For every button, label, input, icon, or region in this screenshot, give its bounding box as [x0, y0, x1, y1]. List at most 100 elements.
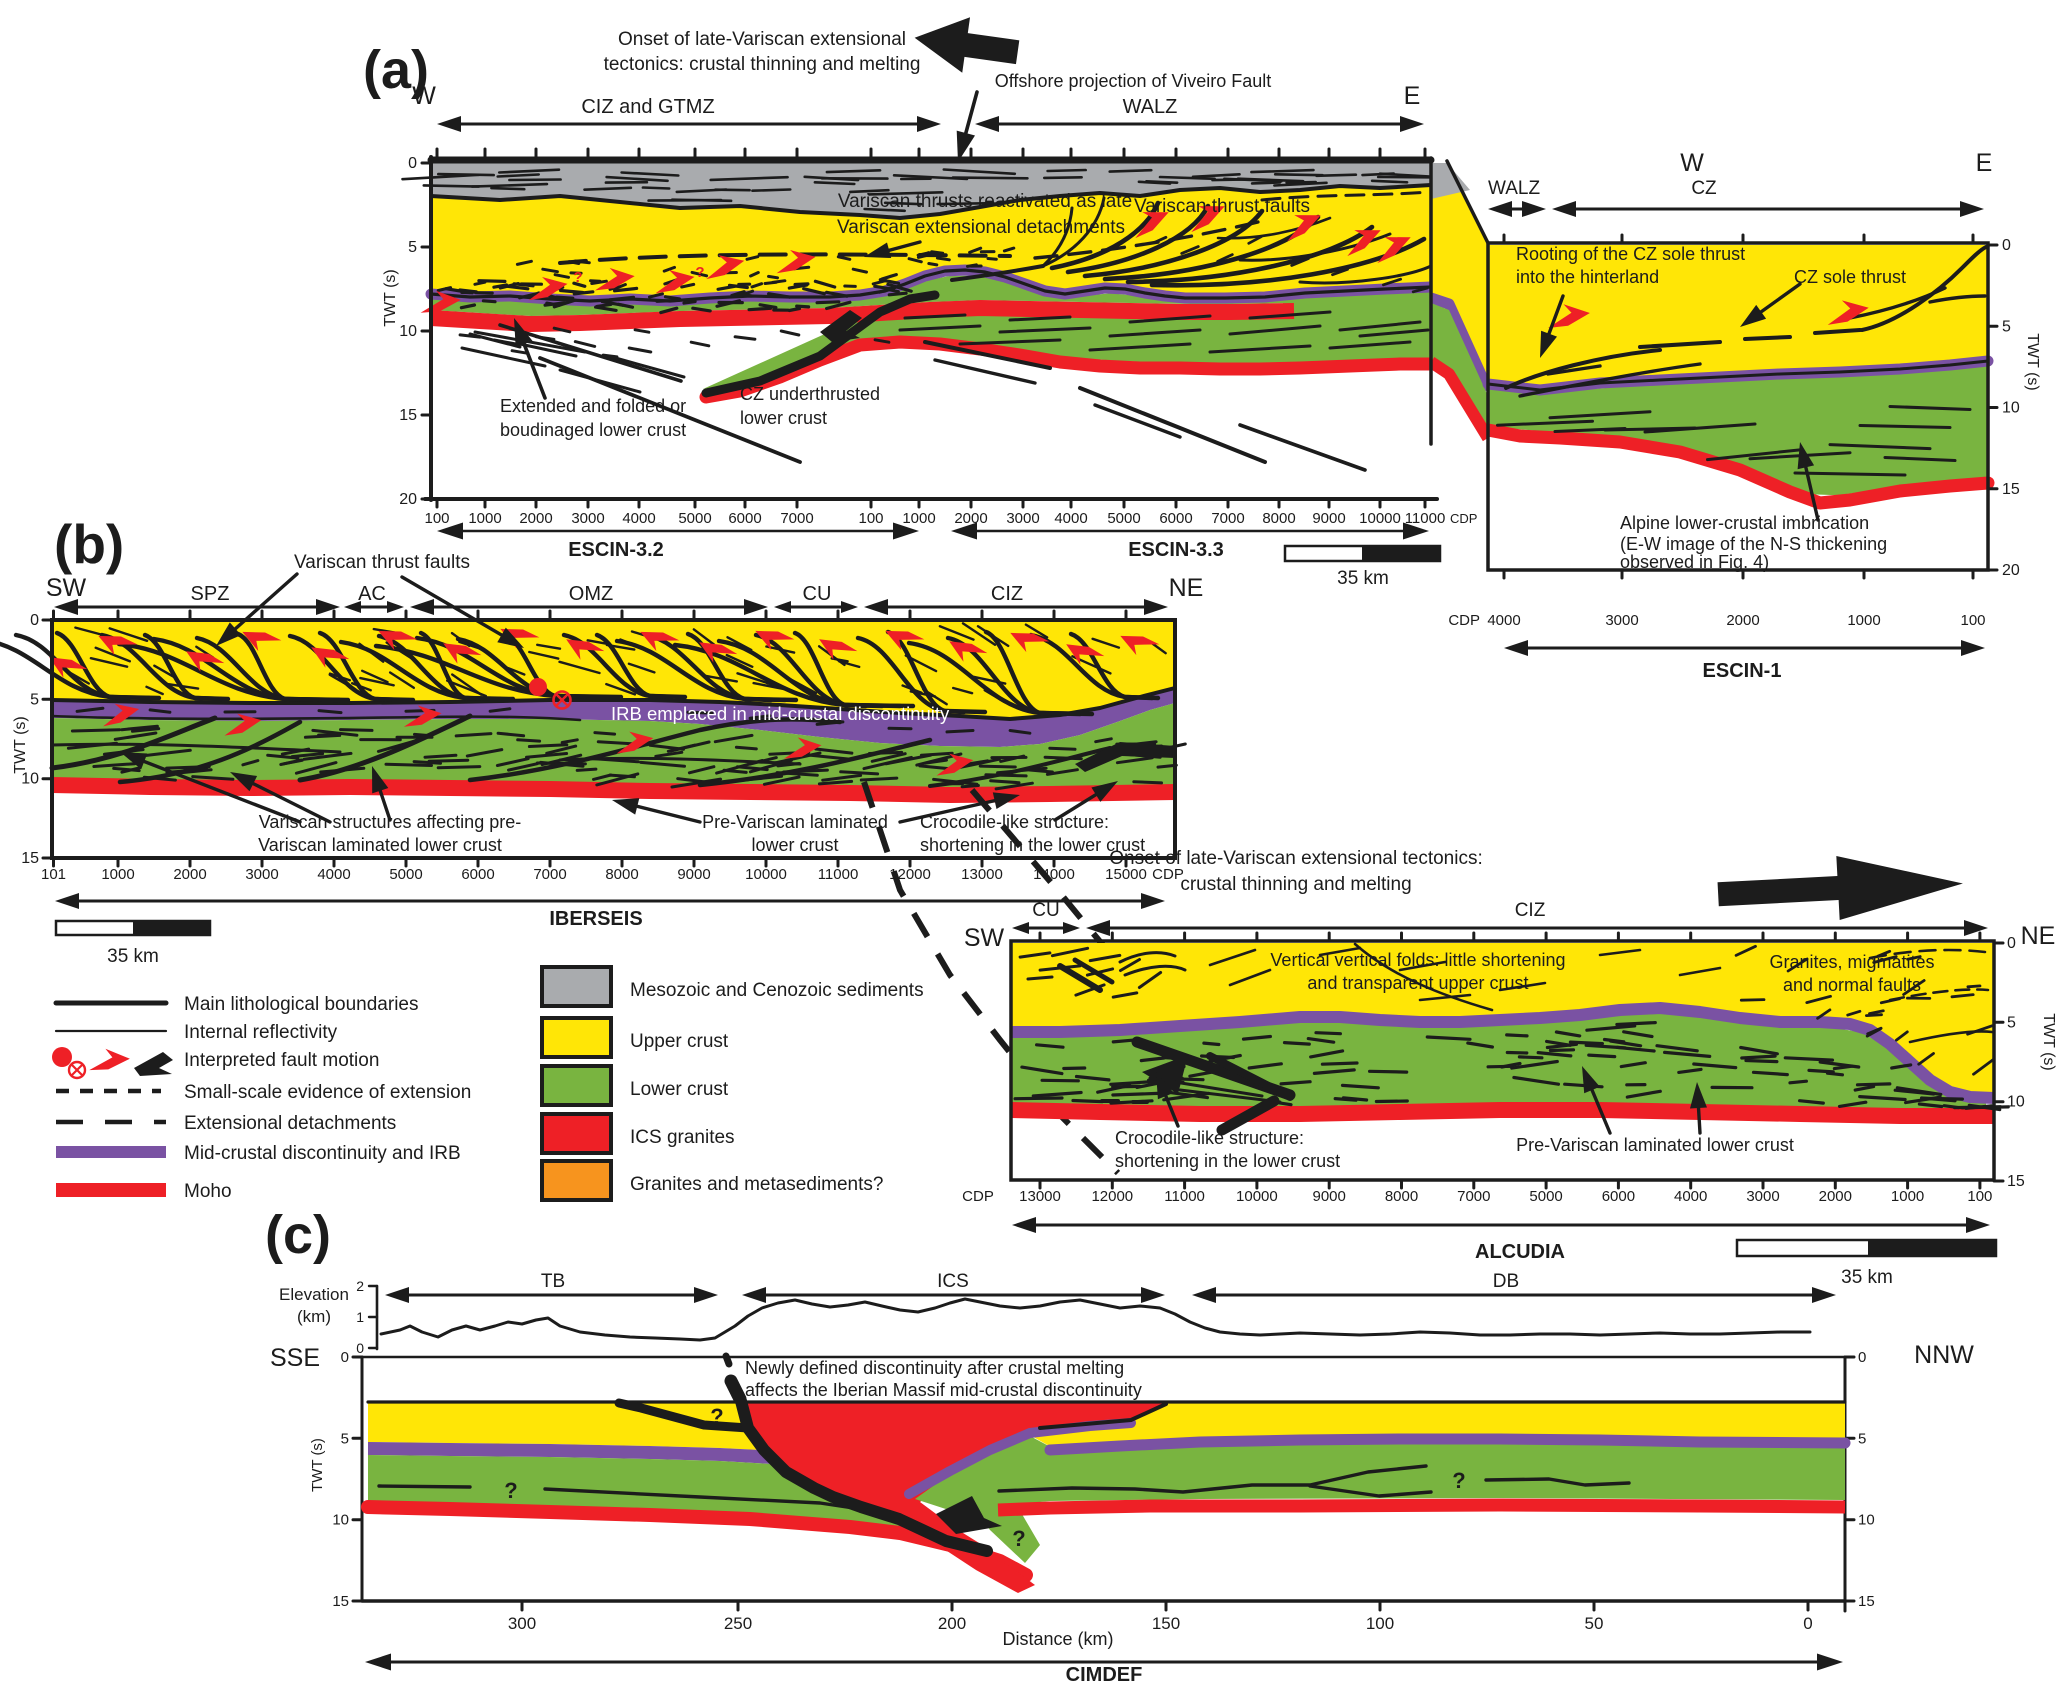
svg-text:10000: 10000	[745, 866, 787, 883]
svg-text:10: 10	[332, 1512, 349, 1529]
svg-text:Newly defined discontinuity af: Newly defined discontinuity after crusta…	[745, 1358, 1124, 1378]
svg-text:15: 15	[21, 850, 39, 867]
svg-text:TB: TB	[541, 1271, 565, 1292]
svg-text:1: 1	[356, 1309, 364, 1325]
svg-text:W: W	[412, 82, 436, 110]
svg-text:0: 0	[30, 612, 39, 629]
svg-text:Small-scale evidence of extens: Small-scale evidence of extension	[184, 1082, 471, 1103]
svg-text:IRB emplaced in mid-crustal di: IRB emplaced in mid-crustal discontinuit…	[611, 703, 950, 724]
svg-text:10000: 10000	[1236, 1188, 1278, 1205]
svg-text:TWT (s): TWT (s)	[2024, 333, 2041, 390]
svg-text:?: ?	[504, 1478, 517, 1503]
svg-text:1000: 1000	[101, 866, 134, 883]
svg-text:Granites, migmatites: Granites, migmatites	[1769, 952, 1934, 972]
svg-text:15: 15	[332, 1593, 349, 1610]
svg-text:Variscan thrust faults: Variscan thrust faults	[294, 552, 470, 573]
svg-text:7000: 7000	[1211, 510, 1244, 527]
svg-text:Offshore projection of Viveiro: Offshore projection of Viveiro Fault	[995, 71, 1271, 91]
svg-text:and normal faults: and normal faults	[1783, 975, 1921, 995]
svg-text:Main lithological boundaries: Main lithological boundaries	[184, 994, 418, 1015]
svg-text:ICS: ICS	[937, 1271, 969, 1292]
svg-text:250: 250	[724, 1614, 752, 1633]
svg-text:TWT (s): TWT (s)	[382, 269, 399, 326]
svg-text:3000: 3000	[571, 510, 604, 527]
svg-text:Vertical vertical folds: littl: Vertical vertical folds: little shorteni…	[1270, 950, 1565, 970]
svg-text:300: 300	[508, 1614, 536, 1633]
svg-text:?: ?	[1012, 1526, 1025, 1551]
svg-text:WALZ: WALZ	[1488, 178, 1540, 199]
svg-text:0: 0	[2007, 935, 2016, 952]
svg-text:0: 0	[1803, 1614, 1812, 1633]
svg-text:WALZ: WALZ	[1123, 96, 1178, 118]
svg-text:CDP: CDP	[962, 1188, 994, 1205]
svg-text:5: 5	[408, 239, 417, 256]
svg-text:15: 15	[399, 407, 417, 424]
svg-text:11000: 11000	[1405, 510, 1446, 527]
svg-text:20: 20	[2002, 562, 2020, 579]
svg-text:3000: 3000	[1746, 1188, 1779, 1205]
svg-text:13000: 13000	[1019, 1188, 1061, 1205]
svg-text:Granites and metasediments?: Granites and metasediments?	[630, 1174, 883, 1195]
svg-text:E: E	[1404, 82, 1421, 110]
svg-text:13000: 13000	[961, 866, 1003, 883]
svg-text:Pre-Variscan laminated: Pre-Variscan laminated	[702, 812, 888, 832]
svg-text:6000: 6000	[728, 510, 761, 527]
svg-text:15: 15	[2007, 1173, 2025, 1190]
svg-text:NNW: NNW	[1914, 1341, 1974, 1369]
svg-text:Variscan thrust faults: Variscan thrust faults	[1134, 196, 1310, 217]
svg-text:and transparent upper crust: and transparent upper crust	[1307, 973, 1528, 993]
svg-text:Interpreted fault motion: Interpreted fault motion	[184, 1050, 379, 1071]
svg-text:7000: 7000	[533, 866, 566, 883]
svg-text:tectonics: crustal thinning an: tectonics: crustal thinning and melting	[604, 54, 921, 75]
svg-text:1000: 1000	[1891, 1188, 1924, 1205]
svg-text:8000: 8000	[605, 866, 638, 883]
svg-text:Onset of late-Variscan extensi: Onset of late-Variscan extensional tecto…	[1109, 848, 1483, 869]
svg-text:observed in Fig. 4): observed in Fig. 4)	[1620, 552, 1769, 572]
svg-text:2: 2	[356, 1278, 364, 1294]
svg-text:5000: 5000	[678, 510, 711, 527]
svg-text:7000: 7000	[780, 510, 813, 527]
svg-text:Variscan structures affecting: Variscan structures affecting pre-	[259, 812, 521, 832]
svg-text:NE: NE	[2021, 922, 2056, 950]
svg-text:100: 100	[1960, 612, 1985, 629]
svg-text:0: 0	[1858, 1349, 1866, 1366]
svg-text:Moho: Moho	[184, 1181, 232, 1202]
svg-text:IBERSEIS: IBERSEIS	[549, 908, 642, 930]
svg-text:TWT (s): TWT (s)	[309, 1438, 326, 1492]
svg-text:10: 10	[2007, 1094, 2025, 1111]
svg-text:2000: 2000	[1819, 1188, 1852, 1205]
svg-text:Mid-crustal discontinuity and: Mid-crustal discontinuity and IRB	[184, 1143, 461, 1164]
svg-text:2000: 2000	[954, 510, 987, 527]
svg-text:?: ?	[710, 1404, 723, 1429]
svg-text:CIZ: CIZ	[1515, 900, 1546, 921]
svg-text:CDP: CDP	[1152, 866, 1184, 883]
svg-text:Crocodile-like structure:: Crocodile-like structure:	[920, 812, 1109, 832]
svg-text:1000: 1000	[468, 510, 501, 527]
svg-text:5: 5	[1858, 1430, 1866, 1447]
svg-text:?: ?	[695, 264, 704, 281]
svg-text:20: 20	[399, 491, 417, 508]
svg-text:CIZ and GTMZ: CIZ and GTMZ	[581, 96, 714, 118]
svg-text:3000: 3000	[1605, 612, 1638, 629]
svg-text:(b): (b)	[54, 513, 124, 575]
svg-text:35 km: 35 km	[1337, 568, 1389, 589]
svg-text:Crocodile-like structure:: Crocodile-like structure:	[1115, 1128, 1304, 1148]
svg-text:SPZ: SPZ	[191, 583, 230, 605]
svg-text:lower crust: lower crust	[751, 835, 838, 855]
svg-text:100: 100	[1967, 1188, 1992, 1205]
svg-text:5: 5	[341, 1430, 349, 1447]
svg-text:7000: 7000	[1457, 1188, 1490, 1205]
svg-text:200: 200	[938, 1614, 966, 1633]
svg-text:12000: 12000	[1091, 1188, 1133, 1205]
svg-text:100: 100	[424, 510, 449, 527]
svg-text:4000: 4000	[622, 510, 655, 527]
svg-text:1000: 1000	[1847, 612, 1880, 629]
svg-text:CIZ: CIZ	[991, 583, 1023, 605]
svg-text:CU: CU	[803, 583, 832, 605]
svg-text:15: 15	[1858, 1593, 1875, 1610]
svg-text:Variscan laminated lower crust: Variscan laminated lower crust	[258, 835, 502, 855]
svg-text:boudinaged lower crust: boudinaged lower crust	[500, 420, 686, 440]
svg-text:15: 15	[2002, 481, 2020, 498]
svg-text:5: 5	[2002, 318, 2011, 335]
svg-text:10: 10	[2002, 400, 2020, 417]
